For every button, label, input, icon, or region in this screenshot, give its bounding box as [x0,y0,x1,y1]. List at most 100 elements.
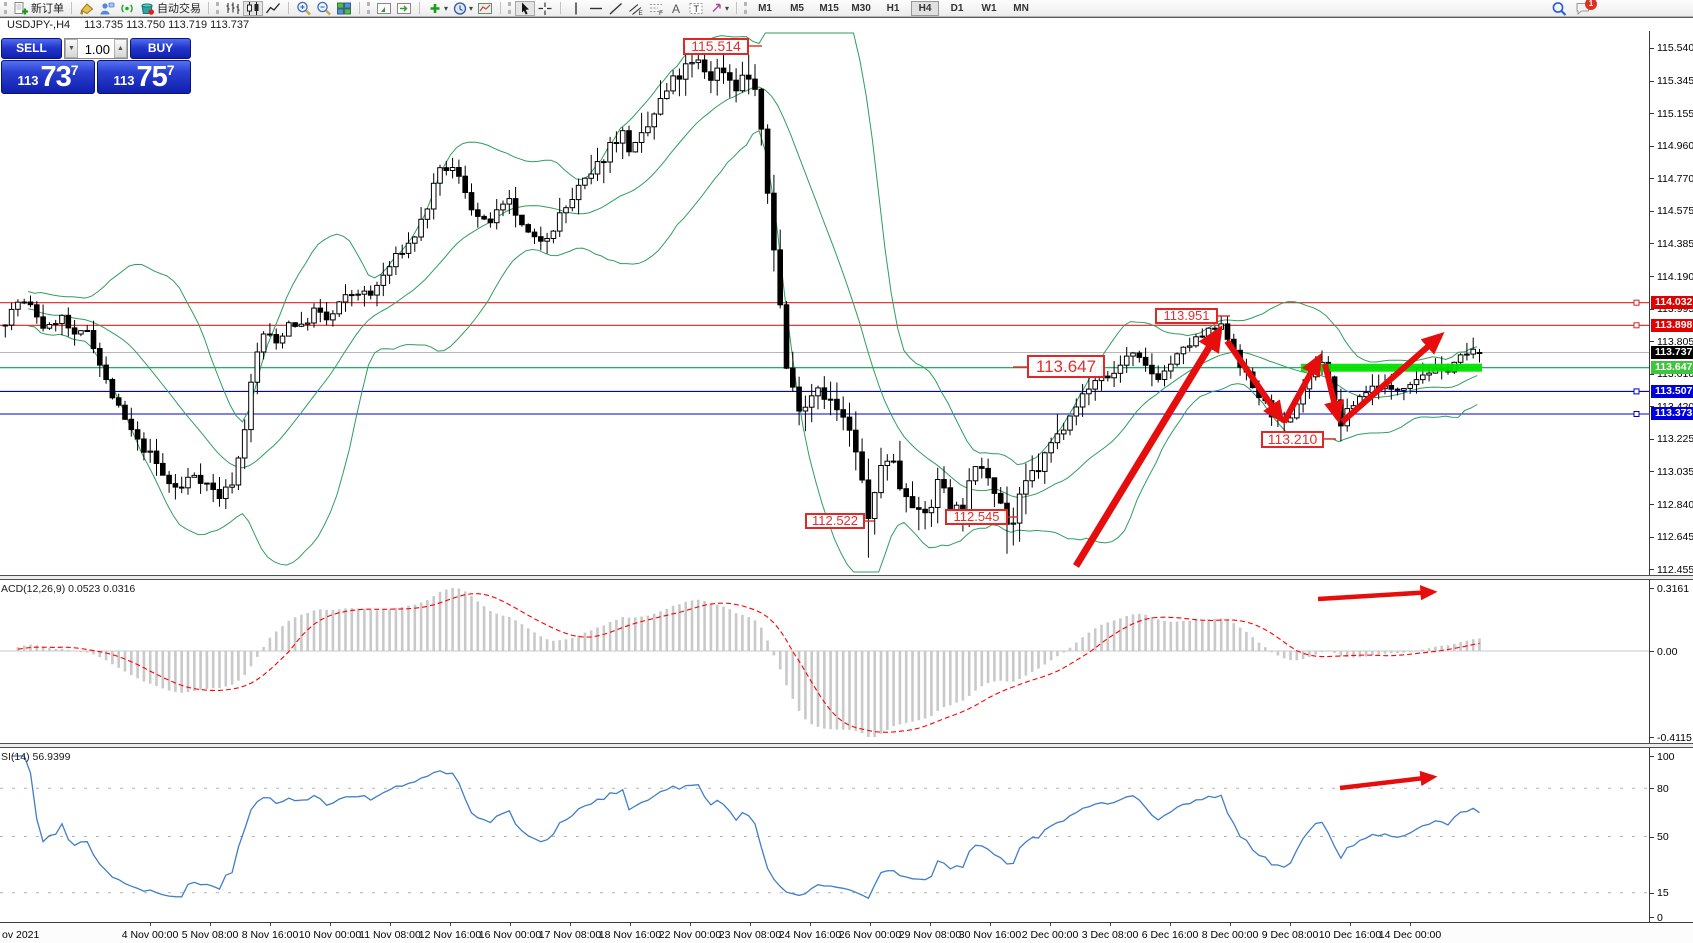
add-indicator-button[interactable]: ▾ [425,1,450,16]
toolbar-grip[interactable] [508,2,512,14]
macd-axis-tick [1650,737,1654,738]
time-axis[interactable]: ov 2021 4 Nov 00:00 5 Nov 08:00 8 Nov 16:00… [0,922,1693,943]
chart-forward-button[interactable] [374,1,394,16]
buy-button[interactable]: BUY [130,38,191,59]
trend-arrow[interactable] [1340,332,1445,425]
time-axis-label: ov 2021 [2,929,40,941]
time-axis-tick [870,923,871,926]
price-annotation[interactable]: 112.522 [805,513,865,529]
macd-panel[interactable] [0,580,1649,743]
toolbar-grip[interactable] [367,2,370,14]
vertical-line-button[interactable] [566,1,586,16]
search-icon[interactable] [1551,1,1567,16]
price-axis-tick [1650,276,1654,277]
zoom-out-icon [317,1,331,15]
rsi-panel[interactable] [0,748,1649,922]
styles-button[interactable] [77,1,97,16]
trendline-button[interactable] [606,1,626,16]
time-axis-tick [690,923,691,926]
timeframe-button-mn[interactable]: MN [1013,2,1029,14]
chart-autoscroll-icon [397,2,411,14]
sell-price-display[interactable]: 113 73 7 [1,60,95,94]
toolbar-grip[interactable] [744,2,748,14]
time-axis-tick [1110,923,1111,926]
crosshair-button[interactable] [535,1,555,16]
price-axis-tick [1650,341,1654,342]
time-axis-label: 8 Nov 16:00 [241,929,299,941]
arrows-button[interactable]: ▾ [706,1,731,16]
signals-button[interactable] [117,1,137,16]
main-price-chart[interactable] [0,31,1649,575]
price-annotation[interactable]: 113.210 [1261,431,1324,448]
templates-button[interactable] [475,1,495,16]
notification-badge: 1 [1585,0,1597,10]
volume-input[interactable] [78,39,114,58]
ohlc-readout: 113.735 113.750 113.719 113.737 [84,18,250,31]
chart-autoscroll-button[interactable] [394,1,414,16]
timeframe-button-w1[interactable]: W1 [981,2,997,14]
toolbar-grip[interactable] [4,2,7,14]
toolbar-grip[interactable] [216,2,219,14]
auto-trading-button[interactable]: 自动交易 [137,1,203,16]
text-label-button[interactable]: T [686,1,706,16]
price-annotation[interactable]: 113.951 [1155,308,1218,324]
buy-price-display[interactable]: 113 75 7 [97,60,191,94]
timeframe-button-m5[interactable]: M5 [790,2,804,14]
timeframe-button-h1[interactable]: H1 [886,2,900,14]
panel-splitter[interactable] [0,743,1693,748]
price-annotation[interactable]: 112.545 [945,509,1008,525]
price-axis-label: 115.345 [1657,75,1693,87]
timeframe-button-m30[interactable]: M30 [851,2,871,14]
timeframe-button-h4[interactable]: H4 [911,0,940,16]
price-annotation[interactable]: 115.514 [683,38,749,55]
line-chart-button[interactable] [263,1,283,16]
price-axis[interactable]: 115.540 115.345 115.155 114.960 114.770 114.5… [1649,31,1693,924]
level-line-handle[interactable] [1633,322,1640,329]
toolbar-separator [736,2,738,14]
trend-arrow[interactable] [1281,352,1322,424]
zoom-in-button[interactable] [294,1,314,16]
trend-arrow[interactable] [1317,585,1438,602]
candlestick-chart-button[interactable] [243,0,263,16]
level-line-handle[interactable] [1633,299,1640,306]
sell-price-prefix: 113 [17,73,39,88]
timeframe-group: M1 M5 M15 M30 H1 H4 D1 W1 MN [751,0,1035,16]
trend-arrow[interactable] [1339,770,1438,791]
cursor-button[interactable] [515,0,536,16]
timeframe-button-m15[interactable]: M15 [819,2,839,14]
bar-chart-button[interactable] [223,1,243,16]
toolbar-separator [560,2,562,14]
zoom-in-icon [297,1,311,15]
notifications-button[interactable]: 1 [1575,0,1597,16]
zoom-out-button[interactable] [314,1,334,16]
level-line-handle[interactable] [1633,411,1640,417]
channel-button[interactable]: E [626,1,646,16]
text-button[interactable]: A [666,1,686,16]
support-highlight-band[interactable] [1301,363,1482,372]
trend-arrow[interactable] [1073,325,1223,568]
timeframe-button-d1[interactable]: D1 [950,2,964,14]
price-annotation[interactable]: 113.647 [1027,355,1105,378]
macd-signal-line [17,593,1480,733]
volume-increase-button[interactable]: ▲ [114,39,127,58]
svg-text:E: E [639,10,644,16]
tile-windows-button[interactable] [334,1,354,16]
volume-decrease-button[interactable]: ▼ [65,39,78,58]
price-axis-tick [1650,569,1654,570]
buy-price-pip: 7 [166,62,175,78]
level-line-handle[interactable] [1633,388,1640,395]
time-axis-tick [1410,923,1411,926]
svg-text:F: F [659,10,663,16]
new-order-button[interactable]: 新订单 [11,1,66,16]
period-button[interactable]: ▾ [450,1,475,16]
trend-arrow[interactable] [1224,339,1285,424]
horizontal-line-button[interactable] [586,1,606,16]
signal-icon [121,3,133,13]
timeframe-button-m1[interactable]: M1 [758,2,772,14]
sell-button[interactable]: SELL [1,38,62,59]
candlestick-series[interactable] [2,43,1483,558]
panel-splitter[interactable] [0,575,1693,580]
community-button[interactable] [97,1,117,16]
trend-arrow[interactable] [1322,363,1344,424]
fibonacci-button[interactable]: F [646,1,666,16]
